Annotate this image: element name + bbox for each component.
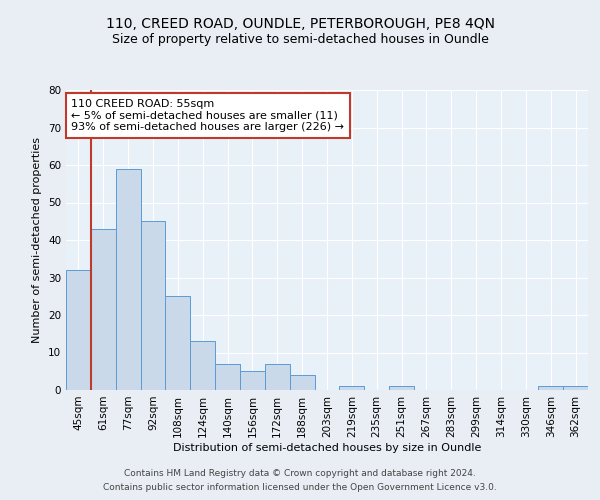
X-axis label: Distribution of semi-detached houses by size in Oundle: Distribution of semi-detached houses by … [173, 442, 481, 452]
Bar [116, 169, 140, 390]
Y-axis label: Number of semi-detached properties: Number of semi-detached properties [32, 137, 43, 343]
Bar [66, 270, 91, 390]
Bar [91, 229, 116, 390]
Text: 110 CREED ROAD: 55sqm
← 5% of semi-detached houses are smaller (11)
93% of semi-: 110 CREED ROAD: 55sqm ← 5% of semi-detac… [71, 99, 344, 132]
Text: 110, CREED ROAD, OUNDLE, PETERBOROUGH, PE8 4QN: 110, CREED ROAD, OUNDLE, PETERBOROUGH, P… [106, 18, 494, 32]
Bar [340, 386, 364, 390]
Text: Size of property relative to semi-detached houses in Oundle: Size of property relative to semi-detach… [112, 32, 488, 46]
Bar [166, 296, 190, 390]
Text: Contains public sector information licensed under the Open Government Licence v3: Contains public sector information licen… [103, 484, 497, 492]
Bar [265, 364, 290, 390]
Bar [140, 221, 166, 390]
Bar [240, 371, 265, 390]
Bar [389, 386, 414, 390]
Bar [563, 386, 588, 390]
Bar [190, 341, 215, 390]
Text: Contains HM Land Registry data © Crown copyright and database right 2024.: Contains HM Land Registry data © Crown c… [124, 468, 476, 477]
Bar [215, 364, 240, 390]
Bar [290, 375, 314, 390]
Bar [538, 386, 563, 390]
